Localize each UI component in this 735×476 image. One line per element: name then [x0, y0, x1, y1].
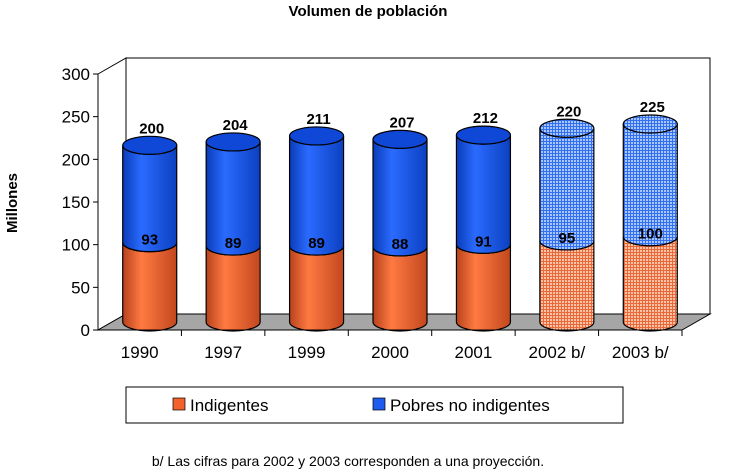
bar-segment-indigentes [622, 236, 678, 332]
bar-segment-indigentes [372, 246, 428, 332]
y-axis: 0 50 100 150 200 250 300 [62, 65, 99, 340]
legend: Indigentes Pobres no indigentes [125, 386, 624, 424]
x-tick-label: 1997 [204, 343, 242, 362]
bar-segment-indigentes [288, 245, 345, 332]
x-tick-label: 1999 [288, 343, 326, 362]
x-tick-label: 2000 [371, 343, 409, 362]
bars: 200 93 204 89 211 89 207 88 212 91 220 95 225 100 [122, 99, 678, 332]
bar-segment-indigentes [205, 245, 261, 332]
bar-2003b: 225 100 [622, 99, 678, 332]
bar-segment-indigentes [539, 240, 595, 332]
data-label-indigentes: 88 [392, 236, 409, 253]
data-label-total: 220 [556, 103, 581, 120]
bar-top [539, 118, 595, 138]
y-tick-label: 150 [62, 193, 90, 212]
y-tick-label: 250 [62, 108, 90, 127]
y-tick-label: 300 [62, 65, 90, 84]
x-tick-label: 1990 [121, 343, 159, 362]
x-tick-label: 2001 [455, 343, 493, 362]
bar-1990: 200 93 [122, 120, 178, 332]
x-axis: 1990 1997 1999 2000 2001 2002 b/2003 b/ [98, 329, 683, 362]
bar-top [622, 114, 678, 134]
y-axis-label: Millones [4, 173, 21, 233]
data-label-total: 207 [389, 114, 414, 131]
side-wall [97, 57, 127, 331]
bar-1999: 211 89 [288, 111, 345, 332]
y-tick-label: 100 [62, 236, 90, 255]
bar-2000: 207 88 [372, 114, 428, 332]
bar-2002b: 220 95 [539, 103, 595, 332]
y-tick-label: 50 [71, 278, 90, 297]
y-tick-label: 200 [62, 150, 90, 169]
chart-title: Volumen de población [289, 3, 448, 20]
bar-segment-indigentes [455, 244, 512, 332]
legend-swatch-pobres [372, 397, 386, 411]
data-label-total: 212 [473, 110, 498, 127]
bar-segment-indigentes [122, 242, 178, 332]
bar-top [372, 129, 428, 149]
data-label-indigentes: 91 [475, 233, 492, 250]
legend-swatch-indigentes [172, 397, 186, 411]
x-tick-label: 2003 b/ [612, 343, 669, 362]
data-label-indigentes: 100 [638, 226, 663, 243]
data-label-total: 200 [139, 120, 164, 137]
bar-1997: 204 89 [205, 117, 261, 332]
x-tick-label: 2002 b/ [528, 343, 585, 362]
bar-top [288, 126, 345, 146]
data-label-indigentes: 89 [225, 235, 242, 252]
legend-label-pobres: Pobres no indigentes [390, 396, 550, 415]
bar-2001: 212 91 [455, 110, 512, 332]
data-label-total: 225 [640, 99, 665, 116]
footnote: b/ Las cifras para 2002 y 2003 correspon… [152, 453, 544, 469]
y-tick-label: 0 [81, 321, 90, 340]
bar-top [455, 125, 512, 145]
legend-label-indigentes: Indigentes [190, 396, 268, 415]
bar-top [122, 135, 178, 155]
data-label-total: 204 [223, 117, 249, 134]
data-label-indigentes: 89 [308, 235, 325, 252]
data-label-indigentes: 95 [559, 230, 576, 247]
data-label-indigentes: 93 [141, 232, 158, 249]
data-label-total: 211 [306, 111, 330, 128]
bar-top [205, 132, 261, 152]
